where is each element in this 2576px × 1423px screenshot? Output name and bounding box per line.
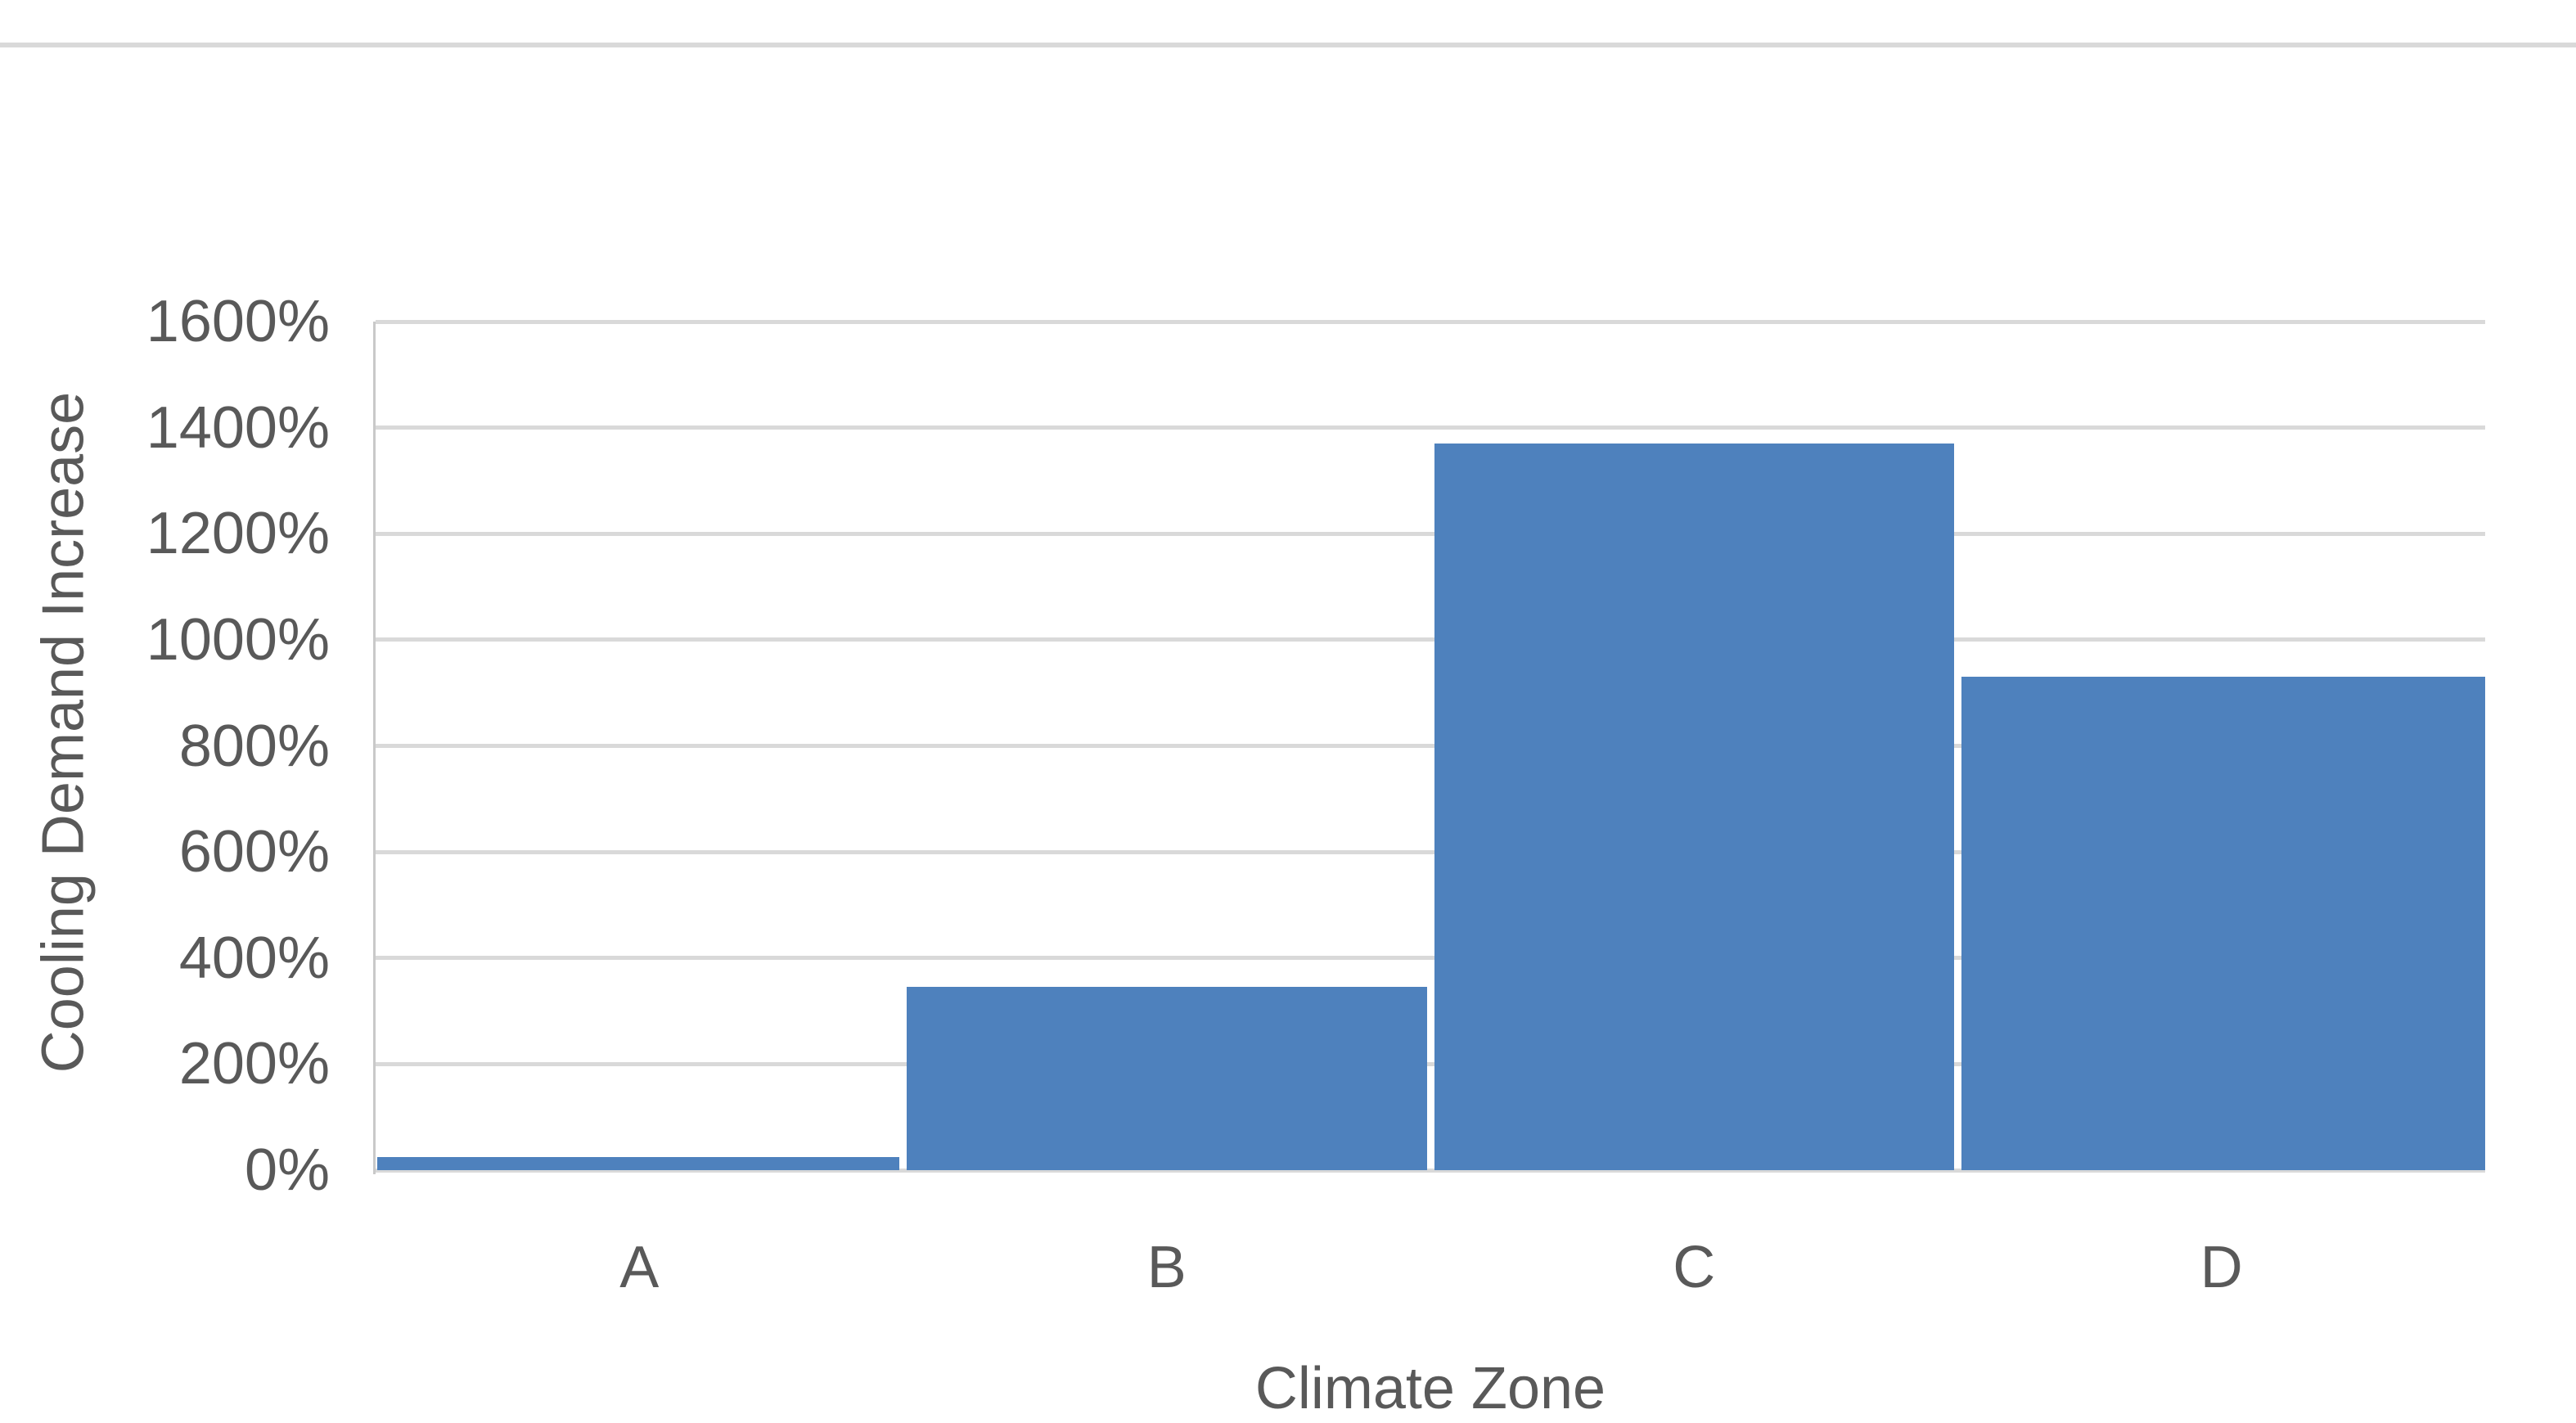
y-tick-label-1200: 1200% [146,501,330,567]
gridline-600 [376,849,2485,854]
x-axis-title: Climate Zone [1254,1356,1606,1421]
x-tick-label-A: A [619,1235,660,1300]
gridline-200 [376,1061,2485,1066]
bar-chart: Cooling Demand Increase 0% 200% 400% 600% 80… [0,49,2576,1421]
y-tick-label-1000: 1000% [146,606,330,673]
bar-A [377,1156,899,1170]
gridline-1200 [376,531,2485,536]
gridline-0 [376,1168,2485,1173]
y-tick-label-600: 600% [178,819,330,885]
y-tick-label-1400: 1400% [146,394,330,461]
x-tick-label-D: D [2200,1235,2243,1300]
y-tick-label-800: 800% [178,713,330,779]
gridline-800 [376,744,2485,748]
y-tick-label-1600: 1600% [146,289,330,354]
bar-B [907,987,1427,1170]
x-tick-label-C: C [1673,1235,1716,1300]
bar-C [1434,444,1954,1170]
gridline-1000 [376,637,2485,642]
gridline-1600 [376,319,2485,324]
y-tick-label-0: 0% [244,1137,330,1203]
y-tick-label-200: 200% [178,1031,330,1097]
gridline-1400 [376,426,2485,430]
y-tick-label-400: 400% [178,925,330,991]
top-divider-line [0,43,2576,47]
y-axis-line [373,322,376,1174]
gridline-400 [376,956,2485,961]
x-tick-label-B: B [1146,1235,1187,1300]
bar-D [1961,677,2485,1170]
